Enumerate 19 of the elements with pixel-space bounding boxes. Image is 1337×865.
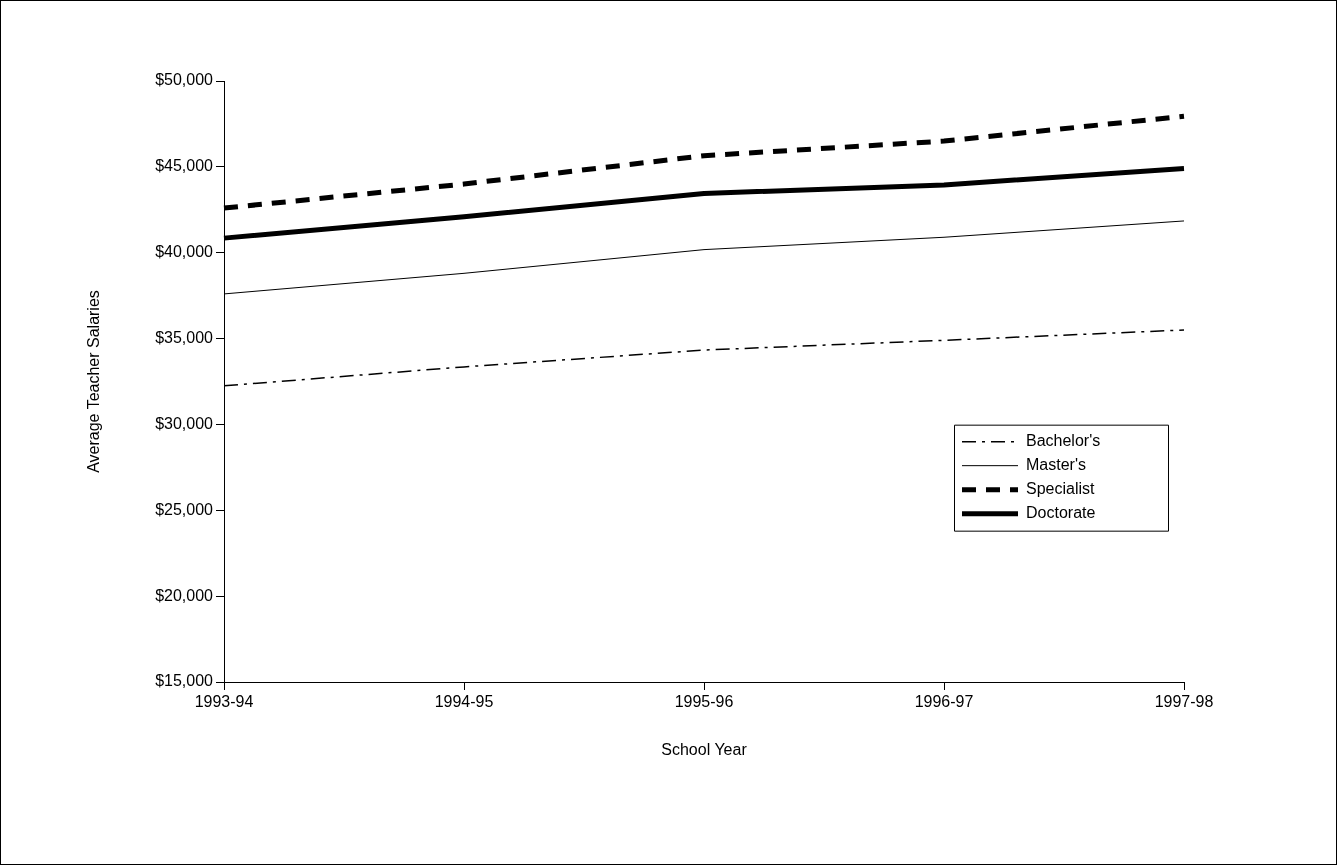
legend-label: Master's xyxy=(1026,456,1086,474)
x-tick-label: 1994-95 xyxy=(434,693,494,711)
y-tick-label: $40,000 xyxy=(155,243,214,261)
y-tick-label: $25,000 xyxy=(155,500,214,518)
x-axis-title: School Year xyxy=(661,740,748,758)
y-tick-label: $45,000 xyxy=(155,157,214,175)
x-tick-label: 1997-98 xyxy=(1154,693,1214,711)
legend-label: Doctorate xyxy=(1026,504,1096,522)
legend-label: Specialist xyxy=(1026,480,1096,498)
x-tick-label: 1995-96 xyxy=(674,693,734,711)
x-tick-label: 1993-94 xyxy=(194,693,254,711)
y-tick-label: $30,000 xyxy=(155,414,214,432)
y-tick-label: $50,000 xyxy=(155,71,214,89)
y-axis-title: Average Teacher Salaries xyxy=(85,290,103,473)
x-tick-label: 1996-97 xyxy=(914,693,974,711)
y-tick-label: $20,000 xyxy=(155,586,214,604)
legend-label: Bachelor's xyxy=(1026,432,1101,450)
y-tick-label: $15,000 xyxy=(155,672,214,690)
y-tick-label: $35,000 xyxy=(155,328,214,346)
